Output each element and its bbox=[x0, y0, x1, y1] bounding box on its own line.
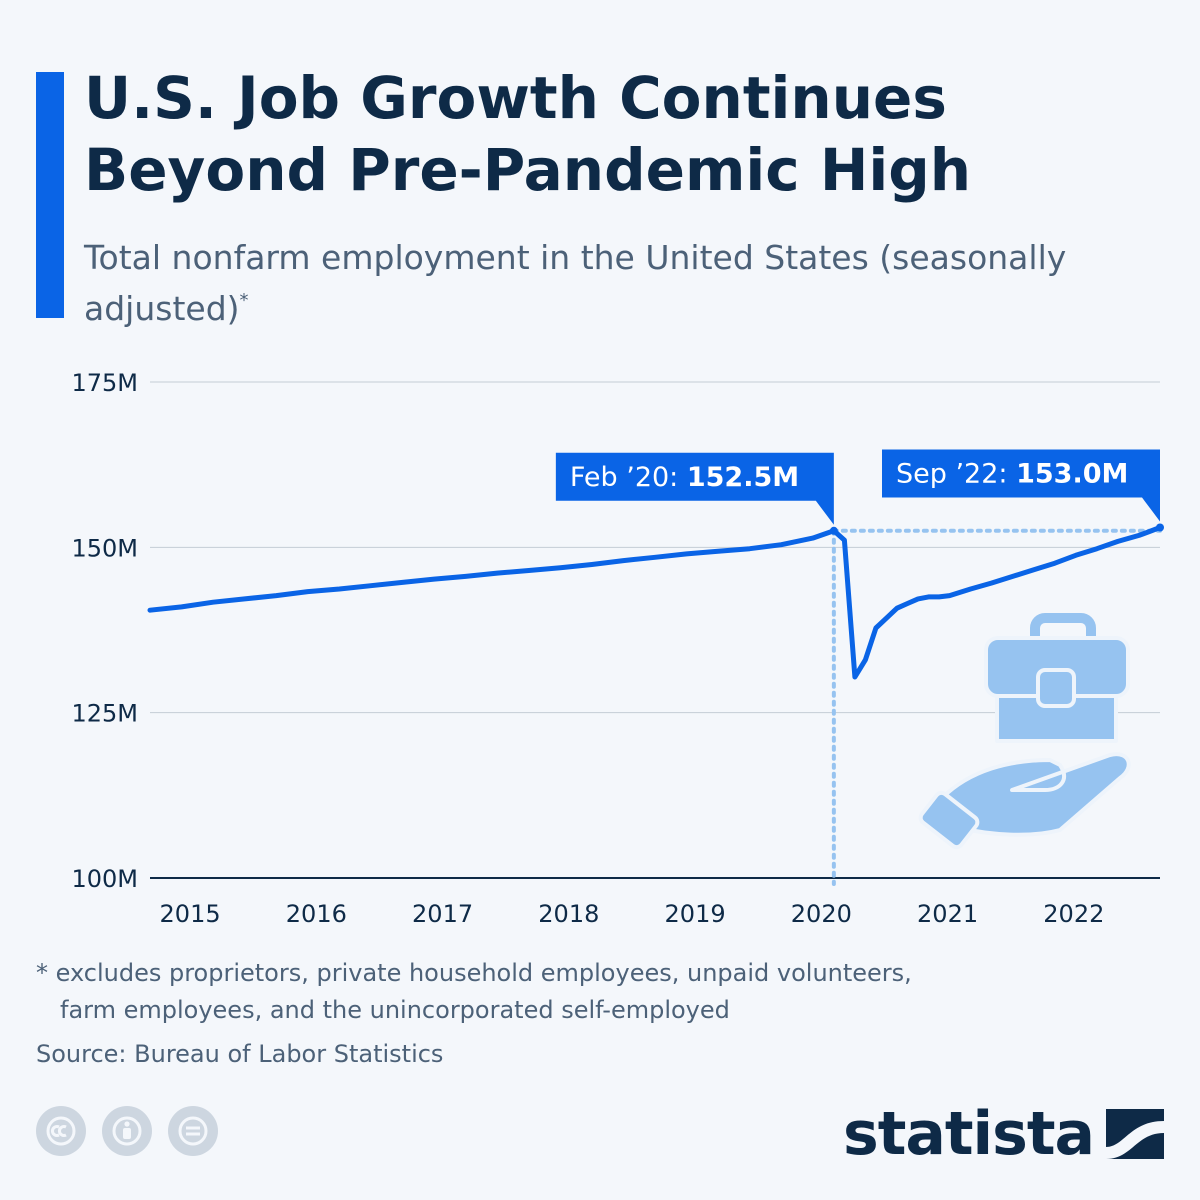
annotation-date: Sep ’22: bbox=[896, 458, 1016, 489]
annotation-callout: Feb ’20: 152.5M bbox=[555, 452, 834, 525]
y-tick-label: 150M bbox=[71, 534, 138, 562]
y-axis-ticks: 100M 125M 150M 175M bbox=[71, 369, 138, 893]
footnote-line-2: farm employees, and the unincorporated s… bbox=[60, 996, 730, 1024]
x-tick-label: 2021 bbox=[917, 900, 978, 928]
subtitle-footnote-marker: * bbox=[239, 290, 249, 311]
annotation-point bbox=[1156, 523, 1164, 532]
annotation-box bbox=[555, 452, 834, 525]
x-tick-label: 2017 bbox=[412, 900, 473, 928]
annotation-box bbox=[882, 449, 1160, 522]
x-tick-label: 2018 bbox=[538, 900, 599, 928]
x-tick-label: 2020 bbox=[791, 900, 852, 928]
x-tick-label: 2015 bbox=[160, 900, 221, 928]
briefcase-in-hand-icon bbox=[918, 613, 1131, 850]
y-tick-label: 175M bbox=[71, 369, 138, 397]
page-subtitle: Total nonfarm employment in the United S… bbox=[84, 236, 1084, 330]
statista-logo-icon bbox=[1106, 1109, 1164, 1159]
x-tick-label: 2022 bbox=[1043, 900, 1104, 928]
annotations-group: Feb ’20: 152.5M Sep ’22: 153.0M bbox=[555, 449, 1164, 535]
annotation-value: 153.0M bbox=[1016, 458, 1128, 489]
no-derivatives-icon[interactable] bbox=[168, 1106, 218, 1156]
statista-logo[interactable]: statista bbox=[843, 1104, 1164, 1164]
page-title: U.S. Job Growth Continues Beyond Pre-Pan… bbox=[84, 64, 972, 204]
footnote-line-1: * excludes proprietors, private househol… bbox=[36, 959, 912, 987]
reference-lines bbox=[831, 528, 1162, 886]
footnote: * excludes proprietors, private househol… bbox=[36, 955, 1136, 1029]
employment-line-chart: 100M 125M 150M 175M 2015 2016 2017 2018 2019 202… bbox=[71, 369, 1164, 928]
annotation-label: Feb ’20: 152.5M bbox=[570, 462, 799, 493]
creative-commons-icon[interactable] bbox=[36, 1106, 86, 1156]
x-tick-label: 2019 bbox=[665, 900, 726, 928]
annotation-callout: Sep ’22: 153.0M bbox=[882, 449, 1160, 522]
statista-wordmark: statista bbox=[842, 1099, 1095, 1169]
source-note: Source: Bureau of Labor Statistics bbox=[36, 1040, 444, 1068]
subtitle-text: Total nonfarm employment in the United S… bbox=[84, 238, 1067, 328]
accent-bar bbox=[36, 72, 64, 318]
grid-lines bbox=[150, 381, 1160, 879]
annotation-date: Feb ’20: bbox=[570, 462, 687, 493]
y-tick-label: 100M bbox=[71, 865, 138, 893]
x-axis-ticks: 2015 2016 2017 2018 2019 2020 2021 2022 bbox=[160, 900, 1105, 928]
y-tick-label: 125M bbox=[71, 700, 138, 728]
license-icons bbox=[36, 1106, 218, 1156]
annotation-value: 152.5M bbox=[687, 462, 799, 493]
annotation-label: Sep ’22: 153.0M bbox=[896, 458, 1128, 489]
attribution-icon[interactable] bbox=[102, 1106, 152, 1156]
x-tick-label: 2016 bbox=[286, 900, 347, 928]
annotation-point bbox=[829, 526, 838, 535]
